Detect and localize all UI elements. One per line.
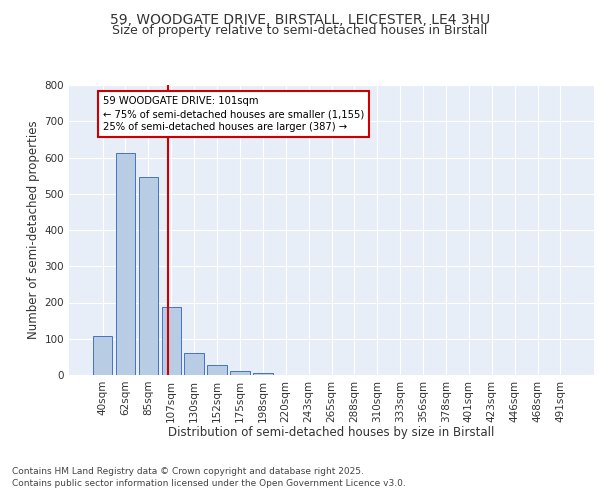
Bar xyxy=(161,307,181,375)
Bar xyxy=(139,176,158,375)
Bar xyxy=(184,352,204,375)
Bar xyxy=(208,365,227,375)
Y-axis label: Number of semi-detached properties: Number of semi-detached properties xyxy=(28,120,40,340)
Bar xyxy=(230,372,250,375)
Bar xyxy=(93,336,112,375)
Text: 59, WOODGATE DRIVE, BIRSTALL, LEICESTER, LE4 3HU: 59, WOODGATE DRIVE, BIRSTALL, LEICESTER,… xyxy=(110,12,490,26)
Bar xyxy=(116,153,135,375)
Text: Contains HM Land Registry data © Crown copyright and database right 2025.
Contai: Contains HM Land Registry data © Crown c… xyxy=(12,466,406,487)
Bar xyxy=(253,373,272,375)
Text: 59 WOODGATE DRIVE: 101sqm
← 75% of semi-detached houses are smaller (1,155)
25% : 59 WOODGATE DRIVE: 101sqm ← 75% of semi-… xyxy=(103,96,364,132)
Text: Size of property relative to semi-detached houses in Birstall: Size of property relative to semi-detach… xyxy=(112,24,488,37)
X-axis label: Distribution of semi-detached houses by size in Birstall: Distribution of semi-detached houses by … xyxy=(169,426,494,439)
